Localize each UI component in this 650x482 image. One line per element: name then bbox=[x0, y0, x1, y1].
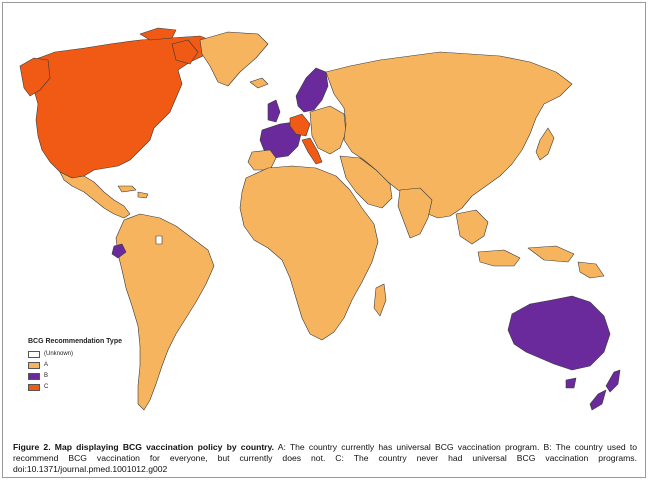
legend-swatch-unknown bbox=[28, 350, 40, 358]
united-kingdom bbox=[267, 99, 281, 123]
japan bbox=[535, 127, 555, 161]
alaska bbox=[19, 57, 51, 97]
figure-caption: Figure 2. Map displaying BCG vaccination… bbox=[13, 442, 637, 475]
central-europe bbox=[289, 113, 311, 137]
baffin-island bbox=[171, 39, 199, 65]
legend-title: BCG Recommendation Type bbox=[28, 338, 122, 345]
legend-item-unknown: (Unknown) bbox=[28, 349, 148, 359]
new-zealand bbox=[605, 369, 621, 393]
caribbean-2 bbox=[137, 191, 149, 199]
tasmania bbox=[565, 377, 577, 389]
arctic-islands bbox=[139, 27, 177, 41]
australia bbox=[507, 295, 611, 371]
legend-label: (Unknown) bbox=[44, 351, 74, 357]
iberia bbox=[247, 149, 277, 171]
scandinavia bbox=[295, 67, 329, 113]
caribbean bbox=[117, 185, 137, 193]
mexico-central-america bbox=[59, 171, 131, 219]
western-europe bbox=[259, 121, 303, 159]
png bbox=[577, 261, 605, 279]
north-america-region bbox=[27, 35, 216, 179]
borneo-png bbox=[527, 245, 575, 263]
legend-item-a: A bbox=[28, 360, 148, 370]
eastern-europe bbox=[309, 105, 347, 155]
legend-label: C bbox=[44, 384, 49, 390]
legend-swatch-c bbox=[28, 383, 40, 391]
greenland bbox=[199, 31, 269, 87]
italy bbox=[301, 137, 323, 165]
russia-asia bbox=[325, 51, 573, 219]
india bbox=[397, 187, 433, 239]
legend-item-b: B bbox=[28, 371, 148, 381]
middle-east bbox=[339, 155, 393, 209]
africa bbox=[239, 165, 379, 341]
legend-label: B bbox=[44, 373, 49, 379]
south-america bbox=[115, 213, 215, 411]
madagascar bbox=[373, 283, 387, 317]
legend-swatch-b bbox=[28, 372, 40, 380]
new-zealand-south bbox=[589, 389, 607, 411]
ecuador bbox=[111, 243, 127, 259]
southeast-asia bbox=[455, 209, 489, 245]
guiana-unknown bbox=[155, 235, 163, 245]
figure-label: Figure 2. bbox=[13, 442, 51, 452]
legend-swatch-a bbox=[28, 361, 40, 369]
figure-caption-body: A: The country currently has universal B… bbox=[13, 442, 637, 474]
map-legend: BCG Recommendation Type (Unknown) A B C bbox=[28, 338, 148, 393]
legend-label: A bbox=[44, 362, 49, 368]
indonesia bbox=[477, 249, 521, 267]
legend-item-c: C bbox=[28, 382, 148, 392]
iceland bbox=[249, 77, 269, 89]
figure-title: Map displaying BCG vaccination policy by… bbox=[54, 442, 275, 452]
